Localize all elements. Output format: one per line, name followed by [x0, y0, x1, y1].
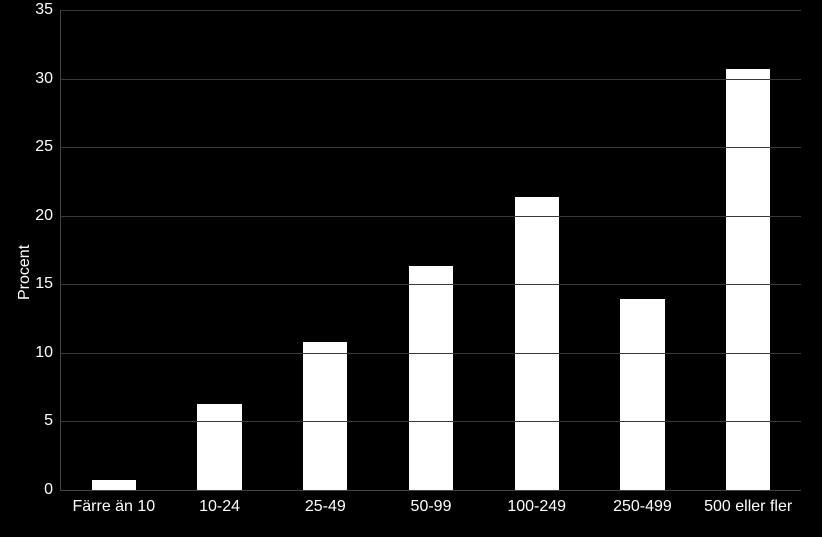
y-tick-label: 30: [35, 70, 61, 88]
bar: [409, 266, 453, 490]
x-tick-label: 50-99: [411, 490, 452, 516]
y-tick-label: 10: [35, 344, 61, 362]
bars-layer: [61, 10, 801, 490]
bar: [92, 480, 136, 490]
y-tick-label: 20: [35, 207, 61, 225]
y-tick-label: 35: [35, 1, 61, 19]
y-tick-label: 25: [35, 138, 61, 156]
x-tick-label: 500 eller fler: [704, 490, 792, 516]
gridline: [61, 284, 801, 285]
x-tick-label: 10-24: [199, 490, 240, 516]
y-axis-title: Procent: [16, 245, 34, 300]
y-tick-label: 15: [35, 275, 61, 293]
bar: [197, 404, 241, 490]
x-tick-label: 25-49: [305, 490, 346, 516]
y-tick-label: 5: [44, 412, 61, 430]
x-tick-label: 250-499: [613, 490, 672, 516]
plot-area: 05101520253035Färre än 1010-2425-4950-99…: [60, 10, 801, 491]
x-tick-label: Färre än 10: [72, 490, 155, 516]
gridline: [61, 421, 801, 422]
bar: [515, 197, 559, 490]
y-tick-label: 0: [44, 481, 61, 499]
gridline: [61, 147, 801, 148]
bar: [620, 299, 664, 490]
gridline: [61, 353, 801, 354]
x-tick-label: 100-249: [507, 490, 566, 516]
bar: [303, 342, 347, 490]
gridline: [61, 79, 801, 80]
gridline: [61, 216, 801, 217]
gridline: [61, 10, 801, 11]
bar-chart: Procent 05101520253035Färre än 1010-2425…: [0, 0, 822, 537]
bar: [726, 69, 770, 490]
